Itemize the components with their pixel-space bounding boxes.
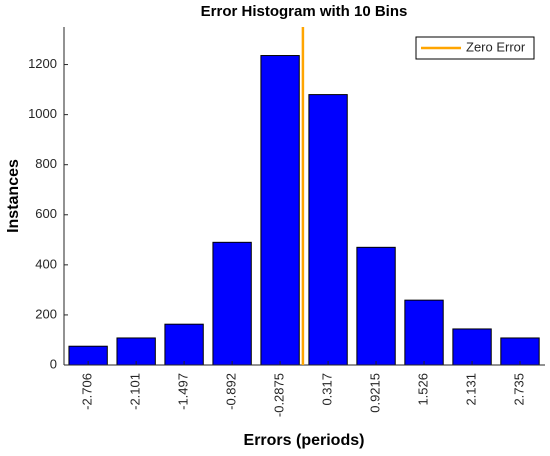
- bar: [500, 337, 540, 366]
- bar: [260, 55, 300, 366]
- bar: [404, 299, 444, 366]
- legend-box: [415, 36, 535, 60]
- bar: [452, 328, 492, 366]
- y-axis-label: Instances: [5, 159, 22, 233]
- bar: [116, 337, 156, 366]
- chart-title: Error Histogram with 10 Bins: [201, 3, 408, 20]
- y-tick-label: 1000: [28, 106, 57, 121]
- x-tick-label: 0.317: [320, 373, 335, 406]
- bar: [212, 241, 252, 366]
- x-axis-label: Errors (periods): [244, 432, 365, 449]
- y-tick-label: 600: [35, 206, 57, 221]
- y-tick-label: 0: [50, 356, 57, 371]
- bar: [308, 94, 348, 366]
- x-tick-label: -2.101: [128, 373, 143, 410]
- bar: [164, 323, 204, 366]
- y-tick-label: 800: [35, 156, 57, 171]
- x-tick-label: -2.706: [80, 373, 95, 410]
- x-tick-label: 2.131: [463, 373, 478, 406]
- x-tick-label: 0.9215: [367, 373, 382, 413]
- y-tick-label: 200: [35, 306, 57, 321]
- y-tick-label: 400: [35, 256, 57, 271]
- x-tick-label: -0.2875: [272, 373, 287, 417]
- bar: [356, 246, 396, 366]
- x-tick-label: -1.497: [176, 373, 191, 410]
- x-tick-label: 1.526: [415, 373, 430, 406]
- y-tick-label: 1200: [28, 56, 57, 71]
- legend-label: Zero Error: [466, 39, 526, 54]
- x-tick-label: 2.735: [511, 373, 526, 406]
- x-tick-label: -0.892: [224, 373, 239, 410]
